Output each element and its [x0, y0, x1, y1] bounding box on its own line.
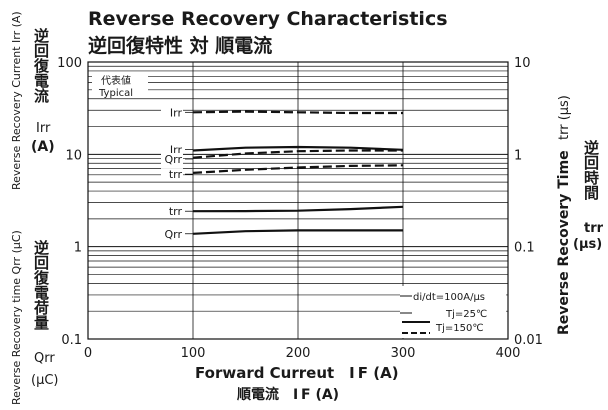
y-right-sym2: trr: [584, 221, 604, 236]
plot-frame: [87, 61, 509, 340]
typical-jp: 代表値: [101, 74, 131, 87]
series-label-bg: [161, 106, 183, 119]
series-label: trr: [169, 205, 183, 218]
x-tick-label: 400: [496, 346, 521, 361]
series-label-bg: [161, 168, 183, 181]
y-left-upper-label: Reverse Recovery Current Irr (A): [10, 11, 23, 190]
x-tick-label: 100: [181, 346, 206, 361]
series-label: Qrr: [164, 153, 182, 166]
x-axis-label: Forward Curreut I F (A): [195, 364, 399, 382]
y-left-upper-sym: Irr: [36, 121, 51, 136]
series-line-trr-tj150: [192, 164, 404, 174]
series-lines: [192, 110, 404, 235]
x-tick-labels: 0 100 200 300 400: [84, 346, 521, 361]
series-label: Qrr: [164, 228, 182, 241]
series-label: Irr: [170, 106, 183, 119]
series-label-bg: [161, 205, 183, 218]
y-right-tick-label: 1: [514, 148, 522, 163]
x-axis-label-jp: 順電流 I F (A): [237, 386, 339, 403]
y-right-tick-label: 0.1: [514, 241, 535, 256]
series-label-bg: [161, 143, 183, 156]
chart-subtitle: 逆回復特性 対 順電流: [88, 34, 272, 57]
x-tick-label: 300: [391, 346, 416, 361]
conditions-legend: di/dt=100A/μs Tj=25℃ Tj=150℃: [400, 286, 506, 338]
y-left-lower-unit: (μC): [31, 373, 59, 388]
y-right-label: Reverse Recovery Time: [556, 150, 572, 335]
x-tick-label: 0: [84, 346, 92, 361]
series-line-qrr-tj25: [192, 229, 403, 235]
y-left-tick-label: 10: [65, 148, 82, 163]
y-right-jp: 逆回時間: [582, 139, 600, 201]
series-line-qrr-tj150: [192, 149, 403, 159]
y-left-upper-jp: 逆回復電流: [32, 27, 50, 104]
y-left-tick-label: 100: [57, 56, 82, 71]
y-left-tick-label: 1: [74, 241, 82, 256]
series-label-bg: [161, 227, 183, 240]
y-right-tick-label: 0.01: [514, 333, 543, 348]
grid-lines: [88, 62, 508, 339]
y-right-tick-labels: 10 1 0.1 0.01: [514, 56, 543, 348]
y-left-upper-unit: (A): [31, 139, 55, 155]
y-right-unit: (μs): [573, 237, 602, 252]
legend-tj25: Tj=25℃: [445, 309, 487, 320]
series-line-irr-tj150: [192, 110, 403, 115]
y-left-tick-label: 0.1: [61, 333, 82, 348]
y-left-lower-jp: 逆回復電荷量: [32, 239, 50, 330]
y-right-sym-top: trr (μs): [557, 95, 572, 140]
conditions-text: di/dt=100A/μs: [413, 292, 485, 303]
series-label-bg: [161, 153, 183, 166]
typical-box: 代表値 Typical: [92, 74, 148, 99]
chart-title: Reverse Recovery Characteristics: [88, 8, 448, 30]
legend-tj150: Tj=150℃: [435, 323, 484, 334]
y-left-lower-sym: Qrr: [34, 351, 55, 366]
series-line-trr-tj25: [192, 205, 404, 213]
typical-en: Typical: [98, 88, 133, 99]
y-left-tick-labels: 100 10 1 0.1: [57, 56, 82, 348]
series-line-irr-tj25: [192, 145, 404, 152]
series-label: trr: [169, 168, 183, 181]
y-right-tick-label: 10: [514, 56, 531, 71]
x-tick-label: 200: [286, 346, 311, 361]
y-left-lower-label: Reverse Recovery time Qrr (μC): [10, 230, 23, 405]
